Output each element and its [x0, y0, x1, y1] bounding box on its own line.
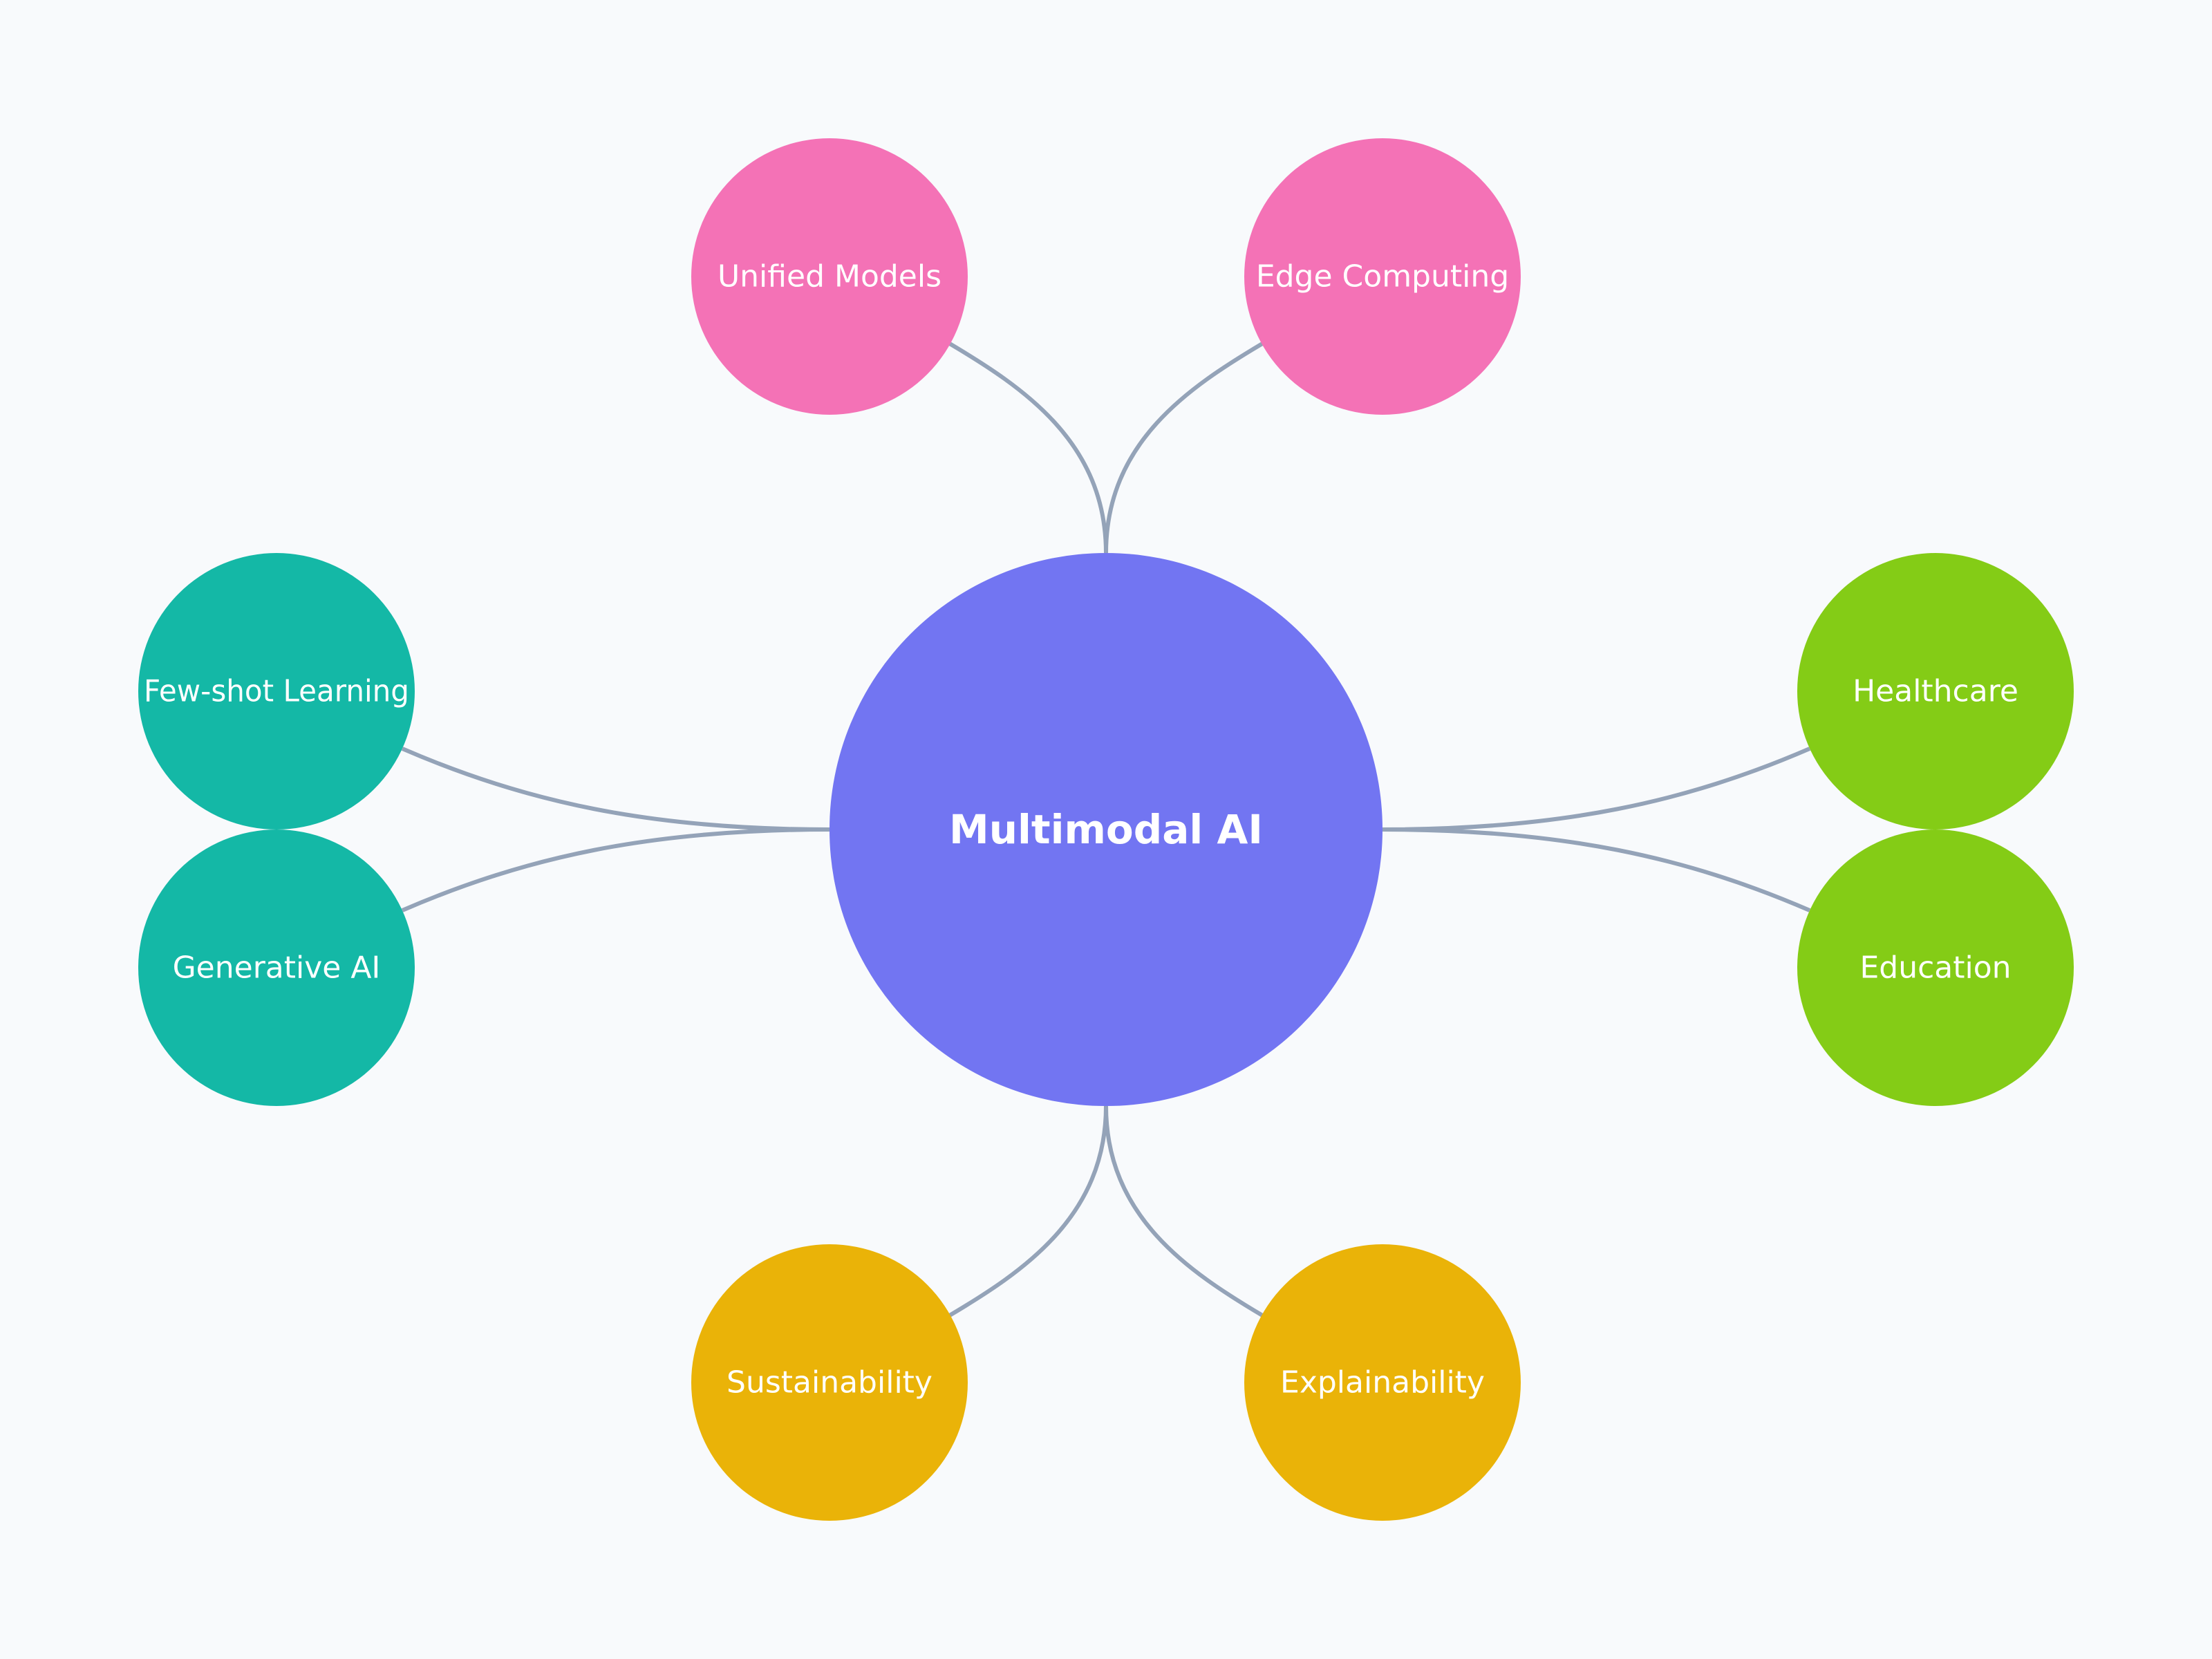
link-healthcare	[1382, 747, 1811, 832]
node-healthcare-circle	[1797, 553, 2074, 830]
node-explainability-circle	[1244, 1244, 1521, 1521]
link-sustainability	[947, 1105, 1108, 1318]
node-unified-models-circle	[691, 138, 968, 415]
node-sustainability-label: Sustainability	[727, 1365, 932, 1400]
link-explainability	[1104, 1105, 1265, 1318]
link-edge-computing	[1104, 341, 1265, 554]
node-healthcare-label: Healthcare	[1853, 674, 2018, 709]
center-node-circle	[830, 553, 1382, 1106]
connector-links	[401, 341, 1811, 1318]
node-explainability[interactable]: Explainability	[1244, 1244, 1521, 1521]
node-edge-computing[interactable]: Edge Computing	[1244, 138, 1521, 415]
node-few-shot-learning-label: Few-shot Learning	[144, 674, 409, 709]
node-few-shot-learning[interactable]: Few-shot Learning	[138, 553, 415, 830]
node-generative-ai-label: Generative AI	[173, 950, 381, 986]
link-few-shot-learning	[401, 747, 830, 832]
node-unified-models[interactable]: Unified Models	[691, 138, 968, 415]
link-generative-ai	[401, 827, 830, 912]
node-education-label: Education	[1859, 950, 2011, 986]
center-node-label: Multimodal AI	[949, 806, 1263, 853]
node-unified-models-label: Unified Models	[718, 259, 941, 294]
node-education-circle	[1797, 830, 2074, 1106]
link-education	[1382, 827, 1811, 912]
node-few-shot-learning-circle	[138, 553, 415, 830]
node-education[interactable]: Education	[1797, 830, 2074, 1106]
node-sustainability-circle	[691, 1244, 968, 1521]
node-healthcare[interactable]: Healthcare	[1797, 553, 2074, 830]
node-generative-ai[interactable]: Generative AI	[138, 830, 415, 1106]
center-node[interactable]: Multimodal AI	[830, 553, 1382, 1106]
node-generative-ai-circle	[138, 830, 415, 1106]
node-explainability-label: Explainability	[1280, 1365, 1485, 1400]
node-edge-computing-circle	[1244, 138, 1521, 415]
link-unified-models	[947, 341, 1108, 554]
node-sustainability[interactable]: Sustainability	[691, 1244, 968, 1521]
node-edge-computing-label: Edge Computing	[1256, 259, 1509, 294]
nodes: Multimodal AI Unified Models Edge Computi…	[138, 138, 2074, 1521]
